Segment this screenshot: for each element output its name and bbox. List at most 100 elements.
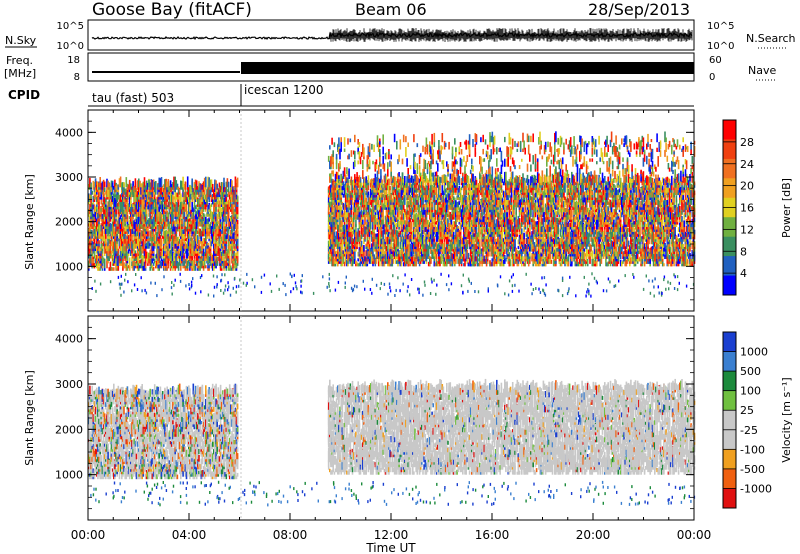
echo-cell (148, 218, 150, 227)
echo-cell (88, 184, 90, 190)
echo-cell (173, 236, 175, 244)
echo-cell (107, 259, 109, 264)
cpid-panel: CPID tau (fast) 503 icescan 1200 (8, 83, 694, 107)
echo-cell (139, 260, 141, 264)
echo-cell (140, 259, 142, 264)
echo-cell (194, 210, 197, 215)
echo-cell (195, 235, 198, 244)
echo-cell (153, 202, 156, 207)
echo-cell (90, 258, 92, 264)
echo-cell (218, 251, 221, 261)
echo-cell (167, 260, 170, 269)
echo-cell (178, 195, 181, 200)
echo-cell (102, 179, 105, 188)
echo-cell (220, 236, 223, 242)
echo-cell (202, 181, 205, 193)
echo-cell (174, 260, 176, 271)
echo-cell (132, 260, 134, 271)
echo-cell (209, 204, 212, 210)
echo-cell (175, 227, 178, 234)
echo-cell (223, 191, 225, 195)
echo-cell (163, 236, 165, 242)
echo-cell (205, 207, 207, 212)
echo-cell (108, 234, 111, 239)
echo-cell (103, 201, 106, 210)
echo-cell (118, 235, 121, 244)
echo-cell (224, 226, 226, 234)
echo-cell (208, 192, 210, 202)
echo-cell (161, 186, 164, 193)
echo-cell (141, 230, 143, 237)
echo-cell (208, 246, 210, 254)
echo-cell (149, 193, 151, 202)
echo-cell (220, 251, 223, 257)
echo-cell (193, 233, 196, 242)
echo-cell (172, 235, 174, 244)
echo-cell (206, 249, 208, 259)
echo-cell (220, 182, 223, 188)
echo-cell (177, 236, 180, 242)
echo-cell (166, 234, 168, 239)
echo-cell (94, 178, 97, 188)
echo-cell (125, 193, 128, 198)
echo-cell (224, 253, 226, 259)
echo-cell (194, 210, 197, 220)
echo-cell (115, 255, 117, 266)
echo-cell (220, 230, 223, 234)
echo-cell (100, 243, 103, 249)
echo-cell (207, 227, 209, 237)
echo-cell (184, 247, 187, 252)
echo-cell (147, 241, 149, 249)
echo-cell (188, 220, 190, 230)
echo-cell (207, 204, 209, 212)
echo-cell (174, 200, 176, 205)
echo-cell (96, 192, 98, 202)
echo-cell (203, 195, 206, 205)
echo-cell (100, 254, 103, 259)
echo-cell (183, 208, 185, 217)
echo-cell (114, 189, 116, 195)
echo-cell (167, 188, 170, 193)
echo-cell (225, 196, 228, 202)
echo-cell (200, 233, 203, 242)
echo-cell (170, 186, 173, 193)
echo-cell (130, 183, 132, 190)
echo-cell (150, 237, 153, 242)
echo-cell (121, 245, 123, 252)
echo-cell (94, 191, 97, 200)
echo-cell (203, 251, 206, 257)
echo-cell (105, 225, 107, 234)
echo-cell (149, 243, 151, 247)
echo-cell (201, 243, 204, 247)
echo-cell (158, 245, 160, 254)
echo-cell (89, 204, 91, 215)
echo-cell (190, 255, 192, 264)
echo-cell (166, 213, 168, 217)
echo-cell (123, 197, 125, 202)
echo-cell (148, 200, 150, 205)
echo-cell (101, 220, 104, 225)
echo-cell (97, 182, 99, 190)
echo-cell (138, 247, 140, 252)
echo-cell (184, 217, 187, 222)
echo-cell (151, 203, 154, 210)
echo-cell (114, 253, 116, 264)
echo-cell (208, 265, 210, 269)
station-title: Goose Bay (fitACF) (92, 0, 252, 20)
echo-cell (133, 241, 135, 249)
echo-cell (223, 202, 225, 207)
echo-cell (144, 185, 147, 195)
echo-cell (133, 188, 135, 198)
echo-cell (205, 176, 207, 188)
echo-cell (165, 263, 167, 269)
echo-cell (156, 256, 158, 266)
echo-cell (163, 219, 165, 225)
echo-cell (167, 179, 170, 188)
echo-cell (192, 262, 195, 266)
echo-cell (184, 191, 187, 198)
echo-cell (97, 259, 99, 271)
echo-cell (195, 196, 198, 200)
echo-cell (201, 190, 204, 200)
echo-cell (186, 219, 189, 229)
echo-cell (119, 200, 122, 207)
